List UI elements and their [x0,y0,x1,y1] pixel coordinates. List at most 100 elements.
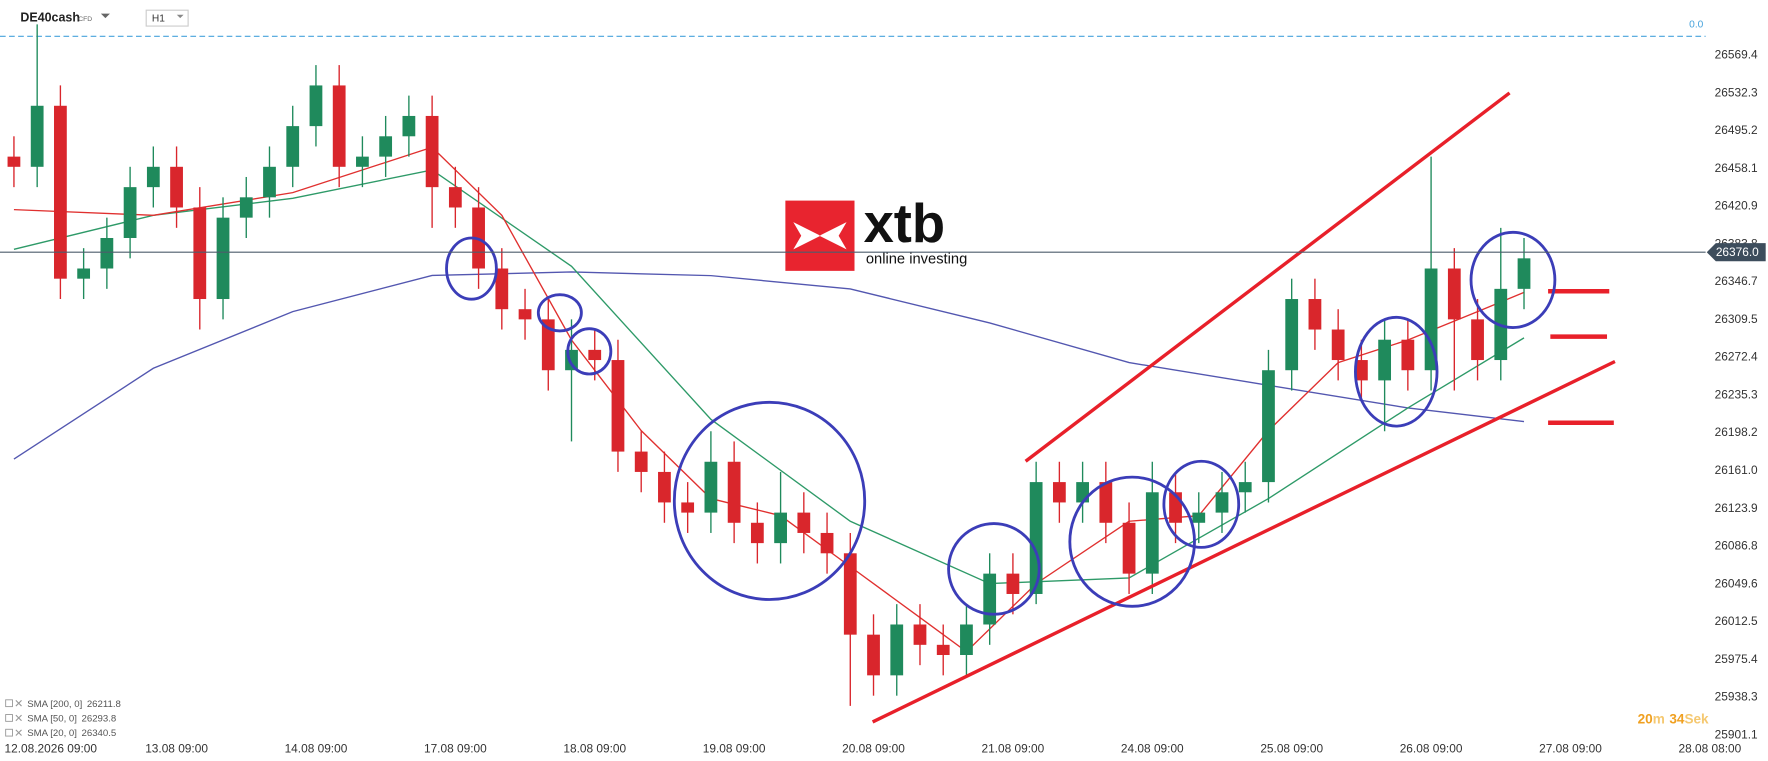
candle-body [681,502,695,513]
candle-body [1262,370,1275,483]
circle [445,236,498,301]
circle [1354,315,1439,428]
x-tick-label: 13.08 09:00 [145,741,208,755]
candle-body [890,624,904,676]
candle-body [356,156,369,167]
drawings [445,91,1616,724]
candle-body [1029,482,1043,594]
watermark: xtb online investing [785,193,967,271]
symbol-tag: CFD [78,16,92,23]
circle [1162,459,1241,549]
logo-box [785,200,855,271]
candle-body [263,166,276,198]
candle-body [1354,360,1368,381]
candle-body [843,553,857,635]
candle-body [193,207,207,300]
candle-body [216,217,230,300]
candle-body [588,349,602,361]
y-tick-label: 25975.4 [1715,652,1758,666]
y-tick-label: 26458.1 [1715,161,1758,175]
x-tick-label: 28.08 08:00 [1678,741,1741,755]
candle-body [727,461,741,523]
x-tick-label: 17.08 09:00 [424,741,487,755]
candle-body [820,532,834,554]
candle-body [1215,492,1229,513]
candle-body [332,85,346,167]
countdown-minutes-unit: m [1653,711,1665,726]
candle-body [7,156,21,167]
sma-line [13,146,1525,653]
legend-icon [5,714,13,722]
candle-body [1378,339,1392,381]
y-tick-label: 26495.2 [1715,123,1758,137]
y-tick-label: 26198.2 [1715,425,1758,439]
candle-body [1238,482,1252,493]
circle [566,327,613,376]
timeframe-box[interactable] [145,9,189,27]
legend-entry: SMA [200, 0] 26211.8 [27,698,121,709]
candle-body [1471,319,1484,361]
legend-name: SMA [20, 0] [27,728,77,739]
candle-body [1076,482,1089,503]
candle-body [1122,522,1136,574]
candle-body [425,115,439,188]
countdown-seconds: 34 [1669,711,1685,726]
trend-line [1024,91,1511,463]
candle-body [309,85,323,127]
candle-body [960,624,973,656]
candle-body [541,319,555,371]
y-tick-label: 26532.3 [1715,85,1758,99]
candle-body [750,522,764,544]
dropdown-icon[interactable] [100,13,110,19]
circle [536,293,583,333]
candle-body [983,573,997,625]
x-tick-label: 26.08 09:00 [1400,741,1463,755]
countdown-seconds-unit: Sek [1684,711,1709,726]
x-tick-label: 14.08 09:00 [285,741,348,755]
y-tick-label: 26309.5 [1715,312,1758,326]
candle-body [774,512,787,544]
y-tick-label: 26346.7 [1715,274,1758,288]
legend-icon [5,699,13,708]
candle-body [1192,512,1206,523]
candle-body [448,187,462,208]
circle [1469,230,1557,329]
candle-body [54,105,67,279]
candle-body [495,268,509,310]
timeframe[interactable]: H1 [152,13,165,24]
candle-body [611,360,625,452]
candle-body [239,197,253,218]
candle-body [1447,268,1461,320]
legend: SMA [200, 0] 26211.8 SMA [50, 0] 26293.8 SMA… [5,698,121,739]
y-tick-label: 26012.5 [1715,614,1758,628]
candle-body [518,309,532,320]
legend-entry: SMA [50, 0] 26293.8 [27,713,116,724]
candle-body [1331,329,1345,361]
x-tick-label: 20.08 09:00 [842,741,905,755]
tagline: online investing [866,251,967,267]
x-tick-label: 19.08 09:00 [703,741,766,755]
candle-body [1052,482,1066,503]
legend-value: 26340.5 [81,728,116,739]
legend-close-icon [15,729,22,736]
y-tick-label: 25901.1 [1715,727,1758,741]
dropdown-icon[interactable] [176,14,184,19]
candle-body [379,136,393,157]
candle-body [402,115,416,137]
circle [947,522,1041,616]
legend-close-icon [15,714,22,722]
candle-body [1006,573,1020,594]
y-tick-label: 26420.9 [1715,199,1758,213]
y-tick-label: 26123.9 [1715,501,1758,515]
legend-value: 26211.8 [87,698,121,709]
brand: xtb [864,193,946,254]
candle-body [146,166,160,188]
symbol[interactable]: DE40cash [20,10,80,24]
candle-body [658,471,671,503]
candle-body [286,126,300,167]
zero-label: 0.0 [1689,20,1703,31]
y-tick-label: 26161.0 [1715,463,1758,477]
current-price-tag [1706,243,1766,262]
candle-body [30,105,44,167]
candle-body [867,634,880,676]
